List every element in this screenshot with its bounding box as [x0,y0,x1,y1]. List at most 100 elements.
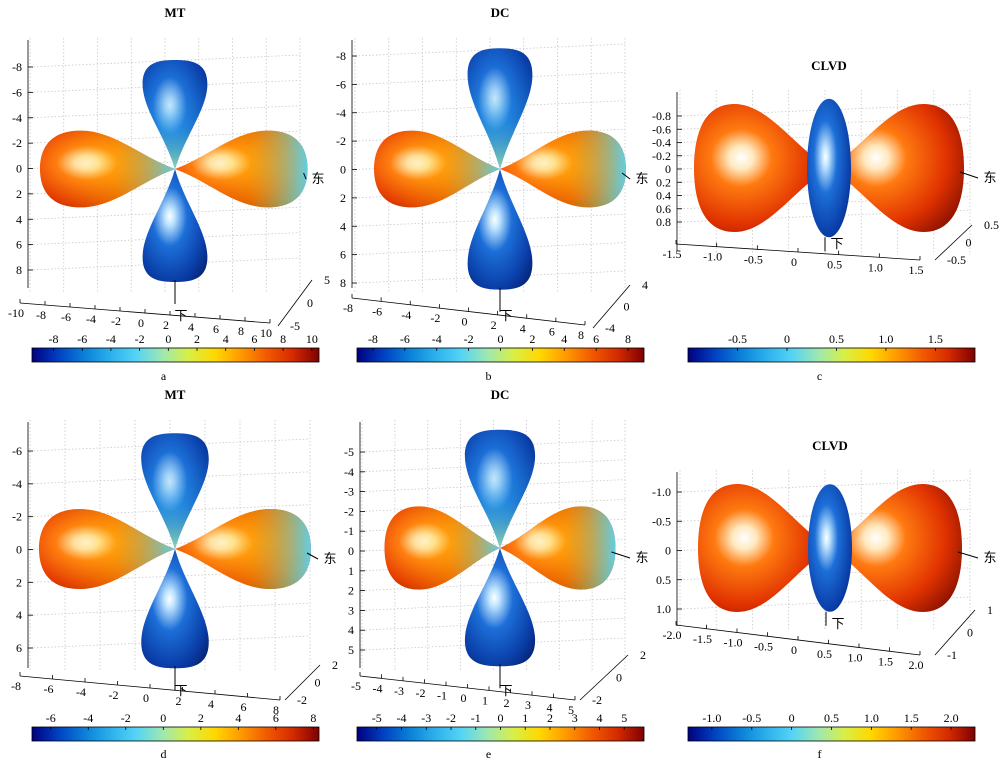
colorbar-tick-label: 0 [784,332,790,346]
x-tick-label: 0 [143,691,149,705]
colorbar-tick-label: 8 [310,711,316,725]
x-tick-label: -6 [372,304,382,318]
y-tick-label: 2 [332,658,338,672]
x-tick-label: 1 [482,693,488,707]
colorbar-tick-label: 6 [251,332,257,346]
vertical-tick-label: 4 [16,212,22,226]
east-pointer [306,552,319,560]
colorbar-tick-label: 0 [160,711,166,725]
radiation-pattern [694,98,979,252]
colorbar-tick-label: -6 [46,711,56,725]
colorbar-tick-label: -1 [471,711,481,725]
vertical-tick-label: 0.8 [656,215,671,229]
east-label: 东 [635,550,648,565]
x-tick-label: 6 [241,700,247,714]
vertical-tick-label: -0.2 [652,149,671,163]
y-tick-label: 2 [640,648,646,662]
colorbar-tick-label: -2 [446,711,456,725]
east-label: 东 [635,171,648,186]
vertical-tick-label: 2 [348,584,354,598]
y-axis [934,224,973,261]
x-tick-label: -8 [343,301,353,315]
y-axis [592,284,631,329]
y-tick-label: -0.5 [947,253,966,267]
y-tick-label: 0.5 [984,218,999,232]
vertical-tick-label: 1.0 [656,602,671,616]
colorbar-tick-label: 6 [273,711,279,725]
east-pointer [611,551,631,559]
colorbar-tick-label: 2 [529,332,535,346]
x-tick-label: 4 [547,701,553,715]
panel-title: DC [491,5,510,20]
west-lobe-shade [39,509,175,589]
x-tick-label: -1.0 [703,250,722,264]
x-tick-label: 2 [163,318,169,332]
y-tick-label: 0 [307,296,313,310]
x-tick-label: 2.0 [909,658,924,672]
x-tick-label: -4 [76,685,86,699]
x-tick-label: 6 [213,322,219,336]
colorbar-tick-label: -6 [400,332,410,346]
panel-letter: c [817,369,822,383]
down-label: 下 [174,308,187,323]
vertical-tick-label: 0 [340,163,346,177]
panel-title: MT [165,387,186,402]
panel-letter: f [818,747,822,761]
colorbar-tick-label: -6 [77,332,87,346]
east-pointer [959,171,979,179]
x-tick-label: -4 [373,681,383,695]
vertical-tick-label: 4 [16,608,22,622]
colorbar-tick-label: 0 [165,332,171,346]
vertical-tick-label: -8 [12,60,22,74]
x-tick-label: 1.0 [868,260,883,274]
colorbar-tick-label: -4 [397,711,407,725]
x-tick-label: 0 [462,315,468,329]
x-tick-label: 6 [549,325,555,339]
down-label: 下 [830,236,843,251]
x-tick-label: 3 [525,698,531,712]
colorbar-tick-label: 4 [235,711,241,725]
x-tick-label: 10 [260,326,272,340]
colorbar-tick-label: 3 [572,711,578,725]
east-lobe-shade [500,130,626,208]
colorbar-tick-label: -4 [106,332,116,346]
x-tick-label: 0 [138,316,144,330]
vertical-tick-label: -6 [12,444,22,458]
down-label: 下 [831,616,844,631]
down-label: 下 [174,683,187,698]
x-tick-label: 8 [273,703,279,717]
y-tick-label: 5 [324,273,330,287]
vertical-tick-label: -2 [336,134,346,148]
radiation-pattern [40,59,308,305]
vertical-tick-label: 8 [16,263,22,277]
colorbar-tick-label: -1.0 [702,711,721,725]
colorbar [687,347,976,363]
east-pointer [303,172,307,180]
x-tick-label: 8 [238,324,244,338]
x-tick-label: 1.0 [848,651,863,665]
east-lobe [829,104,964,232]
x-tick-label: -10 [8,306,24,320]
colorbar-tick-label: 0.5 [829,332,844,346]
colorbar-tick-label: -2 [135,332,145,346]
colorbar-tick-label: -5 [372,711,382,725]
colorbar-tick-label: 0.5 [824,711,839,725]
panel-c: -0.8-0.6-0.4-0.200.20.40.60.8-1.5 -1.0 -0.… [652,58,999,383]
vertical-tick-label: 0.6 [656,202,671,216]
vertical-tick-label: -5 [344,445,354,459]
vertical-tick-label: 3 [348,603,354,617]
y-tick-label: 0 [616,671,622,685]
vertical-tick-label: 2 [16,575,22,589]
colorbar-tick-label: -2 [121,711,131,725]
colorbar-tick-label: -0.5 [742,711,761,725]
x-tick-label: -6 [44,682,54,696]
vertical-tick-label: 6 [16,641,22,655]
vertical-tick-label: -2 [12,510,22,524]
vertical-tick-label: 5 [348,643,354,657]
east-lobe-shade [175,130,308,208]
panel-title: CLVD [811,58,847,73]
x-tick-label: 0 [791,255,797,269]
y-tick-label: -4 [605,321,615,335]
x-tick-label: -8 [11,679,21,693]
vertical-tick-label: 0 [16,162,22,176]
